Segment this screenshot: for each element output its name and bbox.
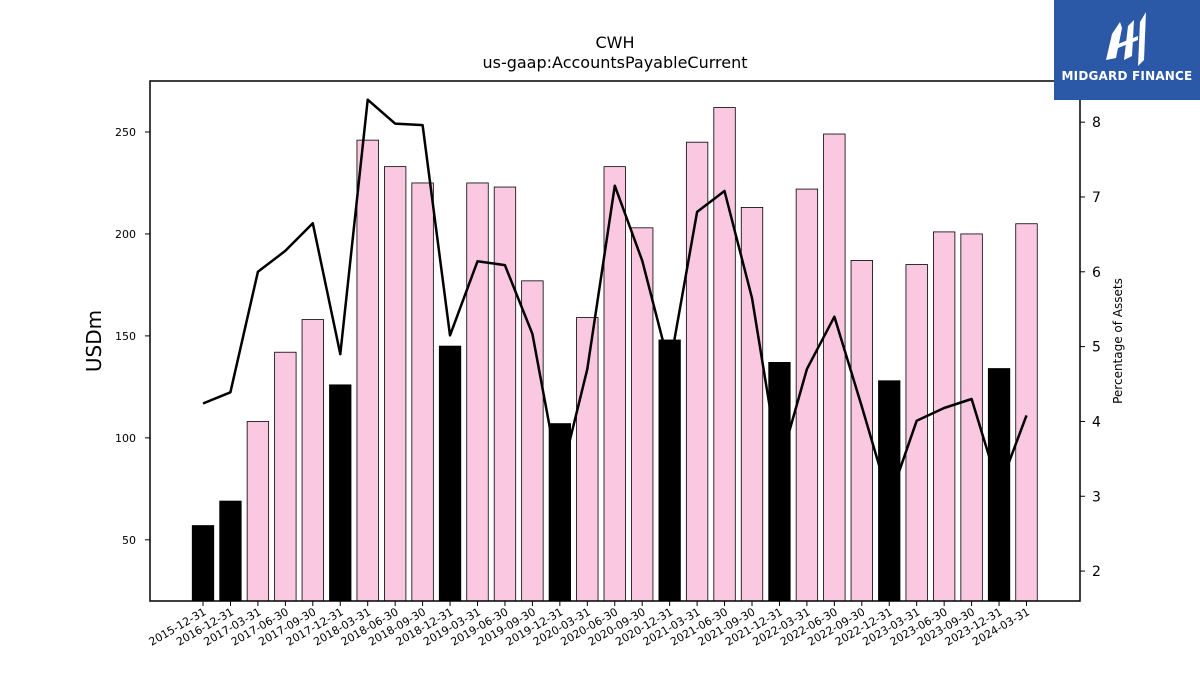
- bar-annual: [191, 525, 215, 602]
- brand-name: MIDGARD FINANCE: [1061, 69, 1193, 83]
- y2-tick-label: 5: [1092, 340, 1101, 356]
- y-axis-label: USDm: [82, 310, 106, 372]
- y2-tick-label: 8: [1092, 115, 1101, 131]
- bar-annual: [768, 362, 791, 602]
- y2-tick-label: 7: [1092, 190, 1101, 206]
- bar-quarter: [823, 133, 846, 602]
- bar-quarter: [631, 227, 654, 602]
- y-tick-label: 200: [115, 228, 136, 241]
- y2-tick-label: 4: [1092, 414, 1101, 430]
- y2-tick-label: 6: [1092, 265, 1101, 281]
- chart-title: CWH: [595, 33, 634, 52]
- line-group: [202, 98, 1028, 502]
- bar-quarter: [411, 182, 434, 602]
- y-tick-label: 250: [115, 126, 136, 139]
- bar-quarter: [960, 233, 983, 602]
- chart-subtitle: us-gaap:AccountsPayableCurrent: [482, 53, 747, 72]
- bar-annual: [878, 380, 901, 602]
- midgard-logo-icon: [1106, 12, 1146, 66]
- plot-frame: [149, 80, 1081, 602]
- y2-axis-label: Percentage of Assets: [1111, 278, 1125, 404]
- bars-group: [191, 107, 1038, 602]
- bar-quarter: [246, 421, 270, 602]
- y-tick-label: 50: [122, 534, 136, 547]
- bar-quarter: [1015, 223, 1038, 602]
- bar-quarter: [466, 182, 489, 602]
- y2-tick-label: 2: [1092, 564, 1101, 580]
- bar-quarter: [274, 351, 297, 602]
- bar-quarter: [493, 186, 517, 602]
- bar-quarter: [905, 264, 928, 602]
- y-tick-label: 100: [115, 432, 136, 445]
- y2-tick-label: 3: [1092, 489, 1101, 505]
- bar-annual: [329, 384, 352, 602]
- bar-quarter: [933, 231, 956, 602]
- bar-quarter: [301, 319, 324, 602]
- bar-annual: [438, 345, 462, 602]
- y-tick-label: 150: [115, 330, 136, 343]
- bar-quarter: [383, 166, 407, 602]
- bar-quarter: [713, 107, 736, 602]
- bar-annual: [219, 500, 242, 602]
- bar-quarter: [576, 317, 599, 602]
- percent-of-assets-line: [202, 98, 1028, 502]
- bar-quarter: [356, 139, 379, 602]
- bar-quarter: [521, 280, 544, 602]
- bar-annual: [658, 339, 681, 602]
- brand-logo: MIDGARD FINANCE: [1054, 0, 1200, 100]
